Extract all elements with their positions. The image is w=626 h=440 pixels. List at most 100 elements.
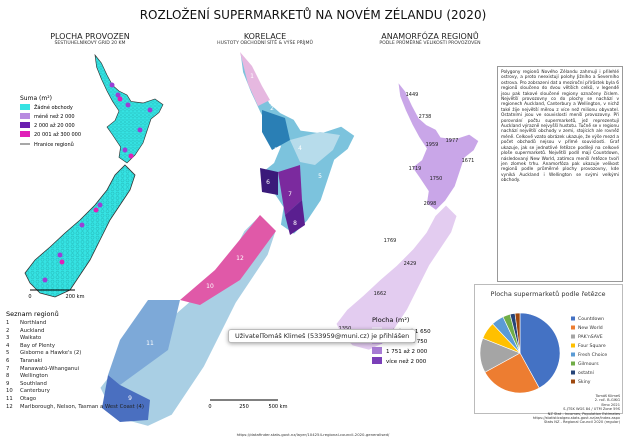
legend-label: Fresh Choice: [578, 352, 607, 358]
region-label: 7: [288, 191, 292, 198]
region-number: 5: [6, 350, 10, 357]
region-row: 11 Otago: [6, 396, 156, 402]
legend-item: méně než 2 000: [34, 113, 75, 120]
legend-item: 1 751 až 2 000: [386, 348, 428, 355]
region-name: Canterbury: [20, 388, 50, 395]
region-number: 10: [6, 388, 13, 395]
pie-slice: [514, 312, 521, 354]
region-label: 8: [293, 220, 297, 227]
legend-swatch: [571, 352, 575, 357]
region-name: Taranaki: [20, 357, 43, 364]
region-row: 1 Northland: [6, 320, 156, 326]
scale-label: 0: [28, 294, 31, 300]
map-title: PLOCHA PROVOZEN: [50, 32, 130, 41]
region-label: 12: [236, 255, 244, 262]
legend-swatch: [571, 316, 575, 321]
hex-legend: Suma (m²) Žádné obchody méně než 2 000 2…: [20, 95, 81, 148]
pie-slice: [484, 352, 540, 394]
credit-line: https://statisticalgeo.stats.govt.nz/ze/…: [532, 416, 620, 421]
cartogram-label: 1671: [462, 158, 475, 164]
region-name: Gisborne a Hawke's (2): [20, 350, 82, 357]
legend-item: Žádné obchody: [34, 103, 73, 111]
map-subtitle: HUSTOTY OBCHODNÍ SÍTĚ & VÝŠE PŘÍJMŮ: [217, 41, 313, 46]
region-label: 6: [266, 179, 270, 186]
tooltip: UživatelTomáš Klimeš (533959@muni.cz) je…: [228, 329, 417, 343]
region-name: Waikato: [20, 335, 42, 342]
cartogram-label: 1769: [384, 238, 397, 244]
region-label: 4: [298, 145, 302, 152]
legend-swatch: [571, 325, 575, 330]
region-name: Northland: [20, 320, 47, 326]
region-row: 3 Waikato: [6, 335, 156, 341]
region-label: 5: [318, 173, 322, 180]
region-name: Southland: [20, 380, 47, 387]
region-number: 8: [6, 373, 10, 380]
hex-cells-high: [59, 96, 134, 265]
legend-title: Suma (m²): [20, 95, 52, 102]
region: [262, 110, 290, 150]
region-labels: 1 2 3 4 5 6 7 8 9 10 11 12: [128, 73, 322, 402]
north-island: [397, 80, 480, 211]
chart-panel: Plocha supermarketů podle řetězce Countd…: [474, 284, 623, 414]
map-subtitle: PODLE PRŮMĚRNÉ VELIKOSTI PROVOZOVEN: [379, 41, 481, 46]
swatch: [20, 104, 30, 110]
region-row: 8 Wellington: [6, 373, 156, 379]
legend-label: Skiny: [578, 379, 591, 385]
legend-label: Gilmours: [578, 361, 599, 367]
region-number: 12: [6, 403, 13, 410]
hex-cells: [42, 82, 153, 283]
legend-title: Plocha (m²): [372, 316, 409, 324]
credit-line: 2. roč. B-GIKG: [594, 398, 620, 403]
map-subtitle: ŠESTIÚHELNÍKOVÝ GRID 20 KM: [54, 41, 126, 46]
region-number: 9: [6, 380, 10, 387]
legend-label: ostatní: [578, 369, 595, 376]
source: https://datafinder.stats.govt.nz/layer/1…: [237, 432, 390, 437]
credit-line: NZ Stat - Incomes, Population Estimates: [547, 411, 620, 416]
correlation-map: 1 2 3 4 5 6 7 8 9 10 11 12 0 250 500 km: [99, 50, 356, 427]
chart-title: Plocha supermarketů podle řetězce: [490, 290, 605, 298]
region-label: 10: [206, 283, 214, 290]
region-name: Manawatū-Whanganui: [20, 365, 80, 372]
legend-item: Hranice regionů: [34, 141, 74, 148]
region-label: 2: [270, 105, 274, 112]
cartogram-label: 2429: [404, 261, 417, 267]
credits: Tomáš Klimeš 2. roč. B-GIKG Brno 2021 S-JTS…: [520, 394, 620, 425]
cartogram-label: 2738: [419, 114, 432, 120]
legend-swatch: [571, 343, 575, 348]
region-name: Wellington: [20, 373, 48, 380]
credit-line: Tomáš Klimeš: [595, 394, 620, 398]
region-number: 2: [6, 327, 10, 334]
legend-swatch: [571, 361, 575, 366]
map-title: ANAMORFÓZA REGIONŮ: [381, 32, 479, 41]
region-row: 10 Canterbury: [6, 388, 156, 394]
swatch: [372, 357, 382, 364]
region-label: 11: [146, 340, 154, 347]
region: [240, 52, 270, 106]
map-heading: PLOCHA PROVOZEN ŠESTIÚHELNÍKOVÝ GRID 20 K…: [20, 32, 160, 46]
region-name: Bay of Plenty: [20, 342, 55, 349]
scale-label: 500 km: [269, 404, 288, 410]
legend-item: 2 000 až 20 000: [34, 122, 75, 129]
region-row: 7 Manawatū-Whanganui: [6, 366, 156, 372]
cartogram: 1449 2738 1959 1977 1671 1719 1750 2098 …: [335, 80, 480, 351]
swatch: [20, 122, 30, 128]
region-label: 1: [250, 73, 254, 80]
map-heading: KORELACE HUSTOTY OBCHODNÍ SÍTĚ & VÝŠE PŘÍ…: [195, 32, 335, 46]
legend-label: New World: [578, 325, 603, 331]
south-island: [24, 164, 136, 298]
region: [108, 300, 180, 385]
region-number: 6: [6, 357, 10, 364]
legend-swatch: [571, 334, 575, 339]
region: [278, 165, 302, 215]
swatch: [372, 347, 382, 354]
region: [102, 375, 150, 422]
region-number: 3: [6, 335, 10, 342]
region-number: 11: [6, 395, 13, 402]
region-number: 7: [6, 365, 10, 372]
cartogram-label: 1959: [426, 142, 439, 148]
scale-label: 0: [208, 404, 211, 410]
region-name: Otago: [20, 395, 37, 402]
cartogram-label: 1662: [374, 291, 387, 297]
north-island: [94, 53, 164, 164]
scale-label: 200 km: [66, 294, 85, 300]
